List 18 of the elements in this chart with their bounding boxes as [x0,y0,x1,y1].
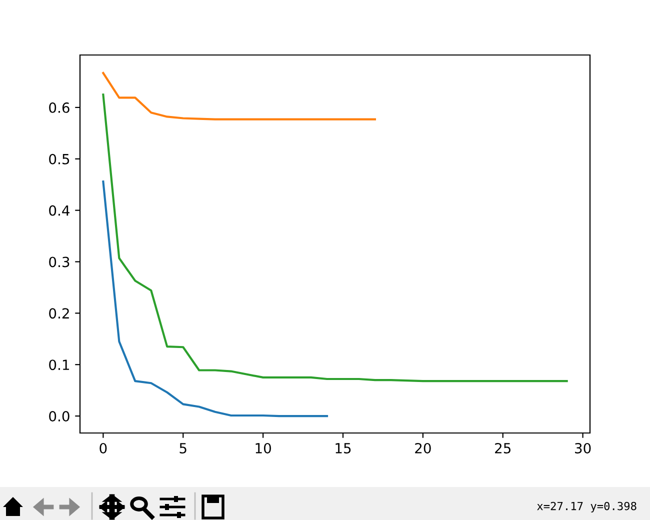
x-tick-label: 0 [100,442,107,454]
y-tick-label: 0.5 [49,154,70,164]
x-tick-label: 5 [180,443,186,454]
x-tick-label: 15 [336,443,351,454]
y-tick-label: 0.3 [49,256,70,268]
y-tick-label: 0.1 [49,360,69,370]
y-tick-label: 0.6 [49,102,70,113]
y-tick-label: 0.0 [49,410,70,422]
y-tick-label: 0.4 [49,205,70,216]
line-series [102,94,568,382]
line-series [102,72,376,120]
y-tick-label: 0.2 [49,308,69,319]
x-tick-label: 25 [495,442,510,454]
x-tick-label: 20 [415,442,431,454]
x-tick-label: 30 [575,442,591,454]
x-tick-label: 10 [256,442,271,454]
line-series [102,180,328,418]
text: x=27.17 y=0.398 [537,502,636,512]
